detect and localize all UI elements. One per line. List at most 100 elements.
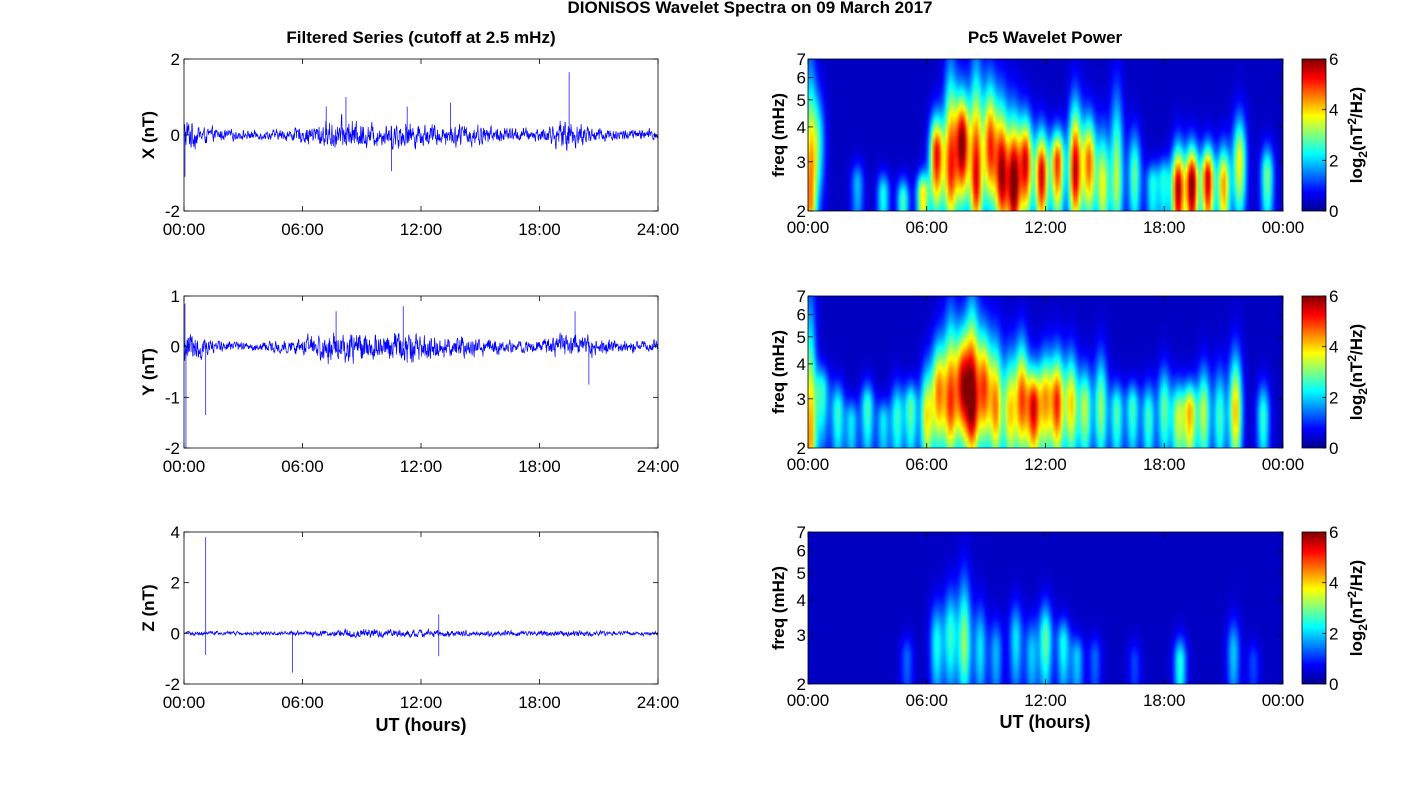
x-tick-label: 24:00 [637, 457, 680, 476]
colorbar-tick-label: 6 [1329, 50, 1338, 69]
x-tick-label: 00:00 [787, 218, 830, 237]
x-tick-label: 00:00 [163, 693, 206, 712]
series-trace [184, 72, 658, 177]
x-tick-label: 12:00 [400, 693, 443, 712]
x-tick-label: 00:00 [787, 691, 830, 710]
plot-area [184, 296, 658, 448]
y-tick-label: 7 [797, 523, 806, 542]
x-tick-label: 00:00 [163, 457, 206, 476]
y-axis-label: freq (mHz) [769, 93, 788, 177]
series-panel-Z-series: 4 2 0 -200:00 06:00 12:00 18:00 24:00 Z (nT) [139, 523, 679, 712]
y-tick-label: 5 [797, 328, 806, 347]
colorbar-tick-label: 4 [1329, 338, 1338, 357]
colorbar-tick-label: 0 [1329, 675, 1338, 694]
x-tick-label: 00:00 [787, 455, 830, 474]
colorbar-tick-label: 0 [1329, 202, 1338, 221]
series-panel-X-series: 2 0 -200:00 06:00 12:00 18:00 24:00 X (nT) [139, 50, 679, 239]
wavelet-power-heatmap [808, 532, 1283, 684]
colorbar [1301, 531, 1327, 685]
x-tick-label: 00:00 [1262, 218, 1305, 237]
y-axis-label: freq (mHz) [769, 566, 788, 650]
colorbar-label: log2(nT2/Hz) [1345, 87, 1370, 183]
y-tick-label: 2 [797, 202, 806, 221]
colorbar-tick-label: 2 [1329, 151, 1338, 170]
colorbar-tick-label: 6 [1329, 287, 1338, 306]
y-tick-label: 6 [797, 69, 806, 88]
x-tick-label: 12:00 [1024, 455, 1067, 474]
y-axis-label: freq (mHz) [769, 330, 788, 414]
plot-area [184, 532, 658, 684]
y-tick-label: 2 [171, 574, 180, 593]
y-axis-label: Y (nT) [139, 348, 158, 396]
y-tick-label: 7 [797, 50, 806, 69]
x-tick-label: 06:00 [281, 457, 324, 476]
x-tick-label: 18:00 [1143, 455, 1186, 474]
x-tick-label: 06:00 [905, 218, 948, 237]
x-tick-label: 12:00 [1024, 218, 1067, 237]
x-tick-label: 18:00 [518, 457, 561, 476]
x-tick-label: 12:00 [1024, 691, 1067, 710]
y-tick-label: 1 [171, 287, 180, 306]
x-tick-label: 24:00 [637, 220, 680, 239]
series-panel-Y-series: 1 0 -1 -200:00 06:00 12:00 18:00 24:00 Y (nT) [139, 287, 679, 476]
y-tick-label: 4 [797, 118, 806, 137]
colorbar-tick-label: 6 [1329, 523, 1338, 542]
right-column-title: Pc5 Wavelet Power [968, 28, 1123, 47]
x-tick-label: 18:00 [518, 693, 561, 712]
y-tick-label: 4 [797, 591, 806, 610]
left-x-axis-label: UT (hours) [376, 715, 467, 735]
y-tick-label: 3 [797, 153, 806, 172]
y-tick-label: 0 [171, 338, 180, 357]
x-tick-label: 06:00 [905, 691, 948, 710]
x-tick-label: 12:00 [400, 457, 443, 476]
x-tick-label: 00:00 [163, 220, 206, 239]
y-tick-label: 0 [171, 126, 180, 145]
x-tick-label: 06:00 [281, 693, 324, 712]
y-tick-label: 2 [797, 439, 806, 458]
y-tick-label: 0 [171, 624, 180, 643]
x-tick-label: 12:00 [400, 220, 443, 239]
right-x-axis-label: UT (hours) [1000, 712, 1091, 732]
y-tick-label: 4 [171, 523, 180, 542]
colorbar-tick-label: 4 [1329, 101, 1338, 120]
y-tick-label: 6 [797, 306, 806, 325]
colorbar-tick-label: 4 [1329, 574, 1338, 593]
x-tick-label: 00:00 [1262, 691, 1305, 710]
left-column-title: Filtered Series (cutoff at 2.5 mHz) [286, 28, 555, 47]
y-tick-label: 6 [797, 542, 806, 561]
colorbar-tick-label: 2 [1329, 624, 1338, 643]
wavelet-power-heatmap [808, 59, 1283, 211]
y-tick-label: 3 [797, 390, 806, 409]
y-tick-label: 7 [797, 287, 806, 306]
y-tick-label: 5 [797, 91, 806, 110]
y-tick-label: -2 [165, 202, 180, 221]
series-trace [184, 537, 658, 673]
y-axis-label: Z (nT) [139, 584, 158, 631]
colorbar-tick-label: 0 [1329, 439, 1338, 458]
colorbar [1301, 295, 1327, 449]
colorbar-label: log2(nT2/Hz) [1345, 560, 1370, 656]
colorbar [1301, 58, 1327, 212]
y-tick-label: -2 [165, 439, 180, 458]
x-tick-label: 18:00 [518, 220, 561, 239]
y-tick-label: 2 [797, 675, 806, 694]
y-tick-label: 3 [797, 626, 806, 645]
colorbar-label: log2(nT2/Hz) [1345, 324, 1370, 420]
x-tick-label: 24:00 [637, 693, 680, 712]
y-tick-label: -2 [165, 675, 180, 694]
x-tick-label: 06:00 [281, 220, 324, 239]
y-axis-label: X (nT) [139, 111, 158, 159]
y-tick-label: 2 [171, 50, 180, 69]
x-tick-label: 06:00 [905, 455, 948, 474]
y-tick-label: -1 [165, 388, 180, 407]
x-tick-label: 00:00 [1262, 455, 1305, 474]
y-tick-label: 4 [797, 355, 806, 374]
x-tick-label: 18:00 [1143, 218, 1186, 237]
figure-title: DIONISOS Wavelet Spectra on 09 March 201… [567, 0, 932, 17]
x-tick-label: 18:00 [1143, 691, 1186, 710]
wavelet-power-heatmap [808, 296, 1283, 448]
colorbar-tick-label: 2 [1329, 388, 1338, 407]
